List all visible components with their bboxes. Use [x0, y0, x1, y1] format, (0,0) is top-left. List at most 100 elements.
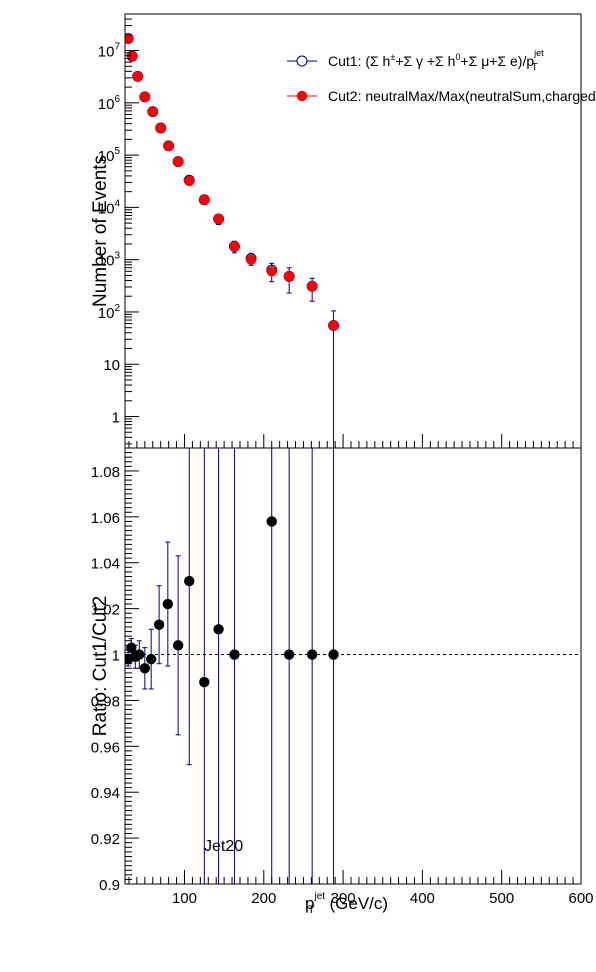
ratio-point [134, 649, 145, 660]
bottom-frame [124, 447, 582, 885]
legend-text: + [395, 53, 403, 69]
tick-base: 10 [98, 200, 115, 217]
legend-marker-open [296, 55, 308, 67]
legend-superscript: ± [390, 52, 395, 62]
cut2-point [199, 194, 210, 205]
top-y-tick-label: 106 [98, 94, 121, 113]
cut2-point [328, 320, 339, 331]
tick-base: 10 [98, 44, 115, 61]
cut2-point [139, 91, 151, 103]
cut2-point [245, 254, 257, 265]
cut2-point [184, 175, 195, 187]
legend-symbol: Σ [404, 53, 413, 69]
bottom-y-tick-label: 1.08 [91, 464, 120, 481]
cut2-point [147, 106, 158, 117]
top-y-tick-label: 105 [98, 146, 121, 165]
tick-base: 10 [98, 96, 115, 113]
ratio-point [184, 575, 195, 587]
cut2-point [283, 271, 295, 282]
legend-superscript: jet [533, 48, 544, 58]
top-data-marks [125, 32, 340, 448]
legend-label: Cut2: neutralMax/Max(neutralSum,chargedS… [328, 88, 596, 104]
bottom-y-tick-label: 1.06 [91, 510, 120, 527]
cut2-point [306, 281, 318, 292]
legend-label: Cut1: (Σ h±+Σ γ +Σ h0+Σ μ+Σ e)/pjet T [328, 48, 544, 73]
legend-text: h [379, 53, 391, 69]
tick-exponent: 4 [114, 198, 120, 209]
x-tick-label: 200 [251, 890, 276, 907]
tick-base: 10 [98, 253, 115, 270]
legend-text: γ + [412, 53, 435, 69]
legend-symbol: Σ [497, 53, 506, 69]
ratio-point [145, 653, 157, 665]
jet20-annotation: Jet20 [204, 838, 243, 855]
top-y-axis-title: Number of Events [90, 155, 111, 307]
tick-exponent: 3 [114, 251, 120, 262]
x-tick-label: 500 [489, 890, 514, 907]
top-y-tick-label: 102 [98, 303, 121, 322]
ratio-point [153, 619, 165, 630]
bottom-data-marks [125, 448, 339, 884]
ratio-point [328, 649, 339, 660]
ratio-point [306, 649, 318, 660]
bottom-y-tick-label: 1 [112, 648, 120, 665]
bottom-y-tick-label: 0.9 [99, 877, 120, 894]
ratio-point [283, 649, 295, 660]
ratio-point [213, 624, 224, 635]
cut2-point [132, 71, 143, 82]
cut2-point [172, 156, 184, 167]
legend-symbol: Σ [469, 53, 478, 69]
bottom-y-tick-label: 0.96 [91, 739, 120, 756]
cut2-point [213, 213, 224, 225]
ratio-point [229, 649, 240, 660]
bottom-ticks: 100 200 300 400 500 600 0.9 0.92 0.94 0.96 0.98 1 1.… [91, 447, 594, 907]
top-y-tick-label: 103 [98, 251, 121, 270]
legend-text: μ+ [477, 53, 497, 69]
top-y-tick-label: 107 [98, 42, 121, 61]
bottom-y-tick-label: 0.94 [91, 785, 120, 802]
cut2-point [155, 122, 166, 134]
x-axis-title: pjet T (GeV/c) [305, 891, 388, 916]
tick-exponent: 6 [114, 94, 120, 105]
bottom-y-tick-label: 0.92 [91, 831, 120, 848]
legend-text: e)/p [506, 53, 534, 69]
legend-text: h [444, 53, 456, 69]
bottom-y-tick-label: 0.98 [91, 693, 120, 710]
ratio-point [162, 598, 174, 610]
legend-text: Cut1: ( [328, 53, 370, 69]
ratio-point [139, 663, 151, 674]
x-title-subscript: T [308, 904, 315, 916]
bottom-y-axis-title: Ratio: Cut1/Cut2 [90, 596, 111, 736]
x-tick-label: 400 [410, 890, 435, 907]
ratio-point [199, 676, 210, 688]
cut2-point [229, 241, 240, 252]
cut2-point [163, 140, 174, 152]
legend-superscript: 0 [455, 52, 460, 62]
top-axes [128, 434, 582, 448]
legend: Cut1: (Σ h±+Σ γ +Σ h0+Σ μ+Σ e)/pjet TCut2… [287, 48, 596, 104]
legend-subscript: T [532, 62, 538, 73]
x-axis-title-text: pjet T (GeV/c) [305, 891, 388, 916]
tick-exponent: 2 [114, 303, 120, 314]
tick-exponent: 7 [114, 42, 120, 53]
x-title-p: p [305, 894, 314, 913]
tick-base: 10 [98, 305, 115, 322]
tick-base: 10 [98, 148, 115, 165]
cut2-point [125, 33, 134, 44]
legend-marker-filled [296, 90, 308, 102]
top-y-tick-label: 1 [112, 410, 120, 427]
legend-text: + [460, 53, 468, 69]
bottom-y-tick-label: 1.02 [91, 602, 120, 619]
legend-symbol: Σ [435, 53, 444, 69]
x-title-superscript: jet [313, 891, 325, 902]
bottom-y-tick-label: 1.04 [91, 556, 120, 573]
x-tick-label: 600 [568, 890, 593, 907]
x-title-unit: (GeV/c) [325, 894, 388, 913]
top-y-tick-label: 104 [98, 198, 121, 217]
x-tick-label: 100 [172, 890, 197, 907]
top-y-tick-label: 10 [103, 357, 120, 374]
ratio-point [266, 516, 277, 527]
